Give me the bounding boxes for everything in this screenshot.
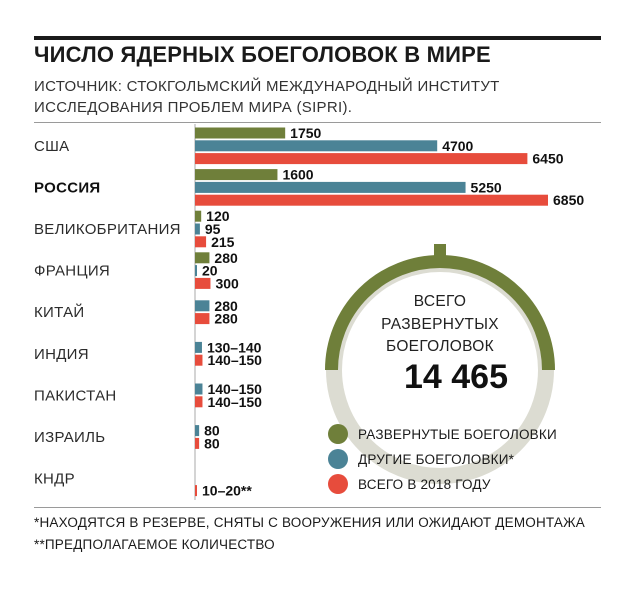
bar [195,127,286,139]
source-note: ИСТОЧНИК: СТОКГОЛЬМСКИЙ МЕЖДУНАРОДНЫЙ ИН… [34,76,554,118]
legend-label-other: ДРУГИЕ БОЕГОЛОВКИ* [358,451,515,467]
value-label: 5250 [471,179,502,195]
category-label: ПАКИСТАН [34,387,117,404]
bar [195,383,203,395]
value-label: 95 [205,221,221,237]
category-label: ИНДИЯ [34,346,89,363]
category-label: КНДР [34,471,75,488]
value-label: 10–20** [202,483,252,499]
legend-item-other: ДРУГИЕ БОЕГОЛОВКИ* [328,448,514,470]
bar [195,236,207,248]
bar [195,354,203,366]
bar [195,425,200,437]
bar [195,194,548,206]
bar [195,341,202,353]
bar [195,396,203,408]
bar [195,140,438,152]
value-label: 215 [211,234,235,250]
bar [195,153,528,165]
total-summary: ВСЕГО РАЗВЕРНУТЫХ БОЕГОЛОВОК 14 465 [381,293,508,396]
category-label: РОССИЯ [34,179,101,196]
value-label: 130–140 [207,339,262,355]
category-labels: США РОССИЯ ВЕЛИКОБРИТАНИЯ ФРАНЦИЯ КИТАЙ ИНДИЯ… [34,138,181,488]
legend-item-total: ВСЕГО В 2018 ГОДУ [328,473,491,495]
footnote-2: **ПРЕДПОЛАГАЕМОЕ КОЛИЧЕСТВО [34,537,275,552]
value-label: 280 [214,298,238,314]
category-label: ВЕЛИКОБРИТАНИЯ [34,221,181,238]
bars [195,127,548,497]
summary-line-3: БОЕГОЛОВОК [386,338,494,355]
legend-dot-deployed [328,424,348,444]
header-divider [34,122,601,123]
source-line-1: ИСТОЧНИК: СТОКГОЛЬМСКИЙ МЕЖДУНАРОДНЫЙ ИН… [34,78,500,95]
total-ring [325,244,555,484]
summary-line-2: РАЗВЕРНУТЫХ [381,316,499,333]
legend-dot-other [328,449,348,469]
bar [195,313,210,325]
value-label: 300 [215,275,239,291]
value-label: 120 [206,208,230,224]
category-label: США [34,138,70,155]
bar [195,181,466,193]
footnote-1: *НАХОДЯТСЯ В РЕЗЕРВЕ, СНЯТЫ С ВООРУЖЕНИЯ… [34,515,585,530]
value-label: 140–150 [207,381,262,397]
top-rule [34,36,601,40]
value-label: 140–150 [207,394,262,410]
value-label: 140–150 [207,352,262,368]
legend-dot-total [328,474,348,494]
legend-item-deployed: РАЗВЕРНУТЫЕ БОЕГОЛОВКИ [328,423,557,445]
value-label: 6450 [532,151,563,167]
value-label: 1750 [290,125,321,141]
category-label: КИТАЙ [34,303,84,321]
bar [195,277,211,289]
value-label: 280 [214,311,238,327]
source-line-2: ИССЛЕДОВАНИЯ ПРОБЛЕМ МИРА (SIPRI). [34,99,353,116]
bar [195,300,210,312]
bar [195,437,200,449]
summary-value: 14 465 [404,358,508,396]
bar [195,265,197,277]
bar [195,485,197,497]
total-ring-tick [434,244,446,268]
bar [195,252,210,264]
value-label: 6850 [553,192,584,208]
value-label: 80 [204,435,220,451]
legend-label-deployed: РАЗВЕРНУТЫЕ БОЕГОЛОВКИ [358,426,557,442]
bar [195,223,200,235]
summary-line-1: ВСЕГО [414,293,466,310]
value-label: 4700 [442,138,473,154]
footer-divider [34,507,601,508]
value-label: 20 [202,263,218,279]
value-label: 80 [204,423,220,439]
bar [195,210,202,222]
value-labels: 1750470064501600525068501209521528020300… [202,125,584,499]
bar [195,169,278,181]
value-label: 1600 [282,167,313,183]
category-label: ИЗРАИЛЬ [34,429,105,446]
category-label: ФРАНЦИЯ [34,263,110,280]
legend-label-total: ВСЕГО В 2018 ГОДУ [358,476,491,492]
chart-title: ЧИСЛО ЯДЕРНЫХ БОЕГОЛОВОК В МИРЕ [34,42,491,67]
value-label: 280 [214,250,238,266]
